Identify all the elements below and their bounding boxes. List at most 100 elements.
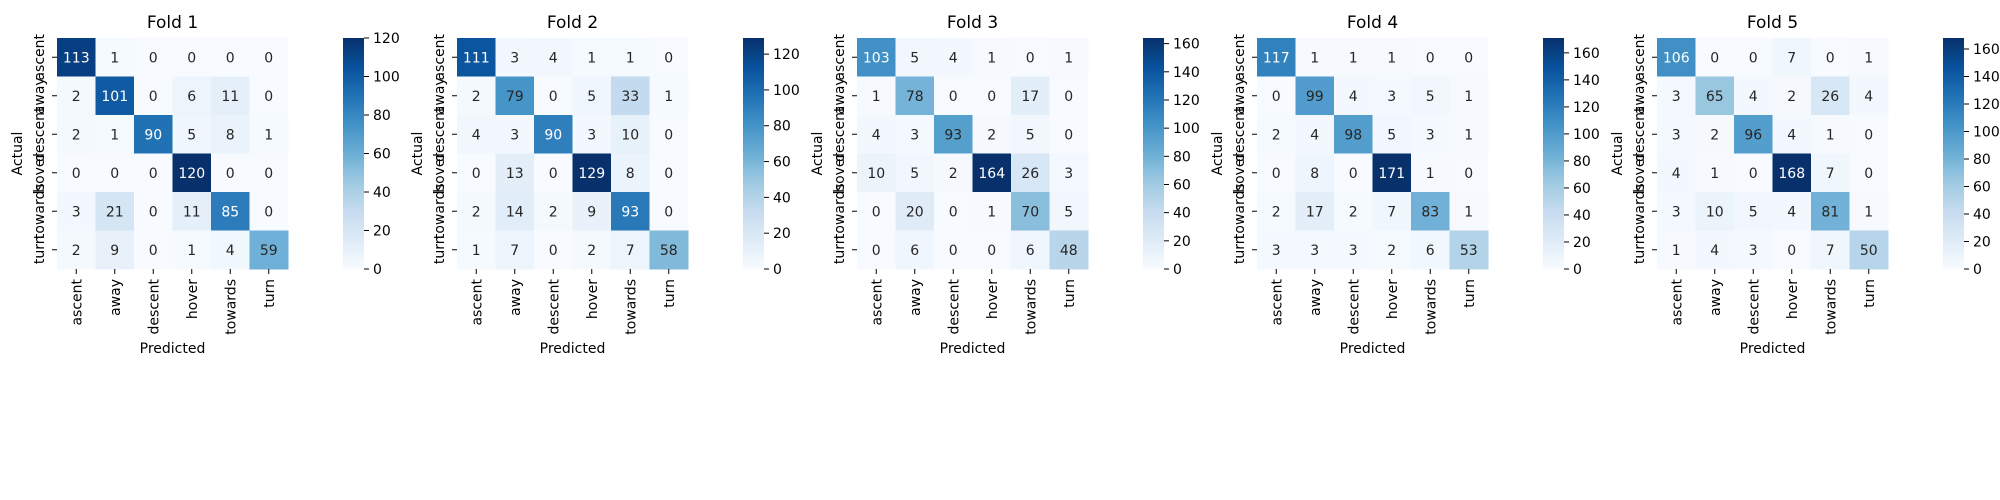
heatmap-cell — [211, 153, 250, 193]
heatmap-cell — [895, 38, 935, 77]
colorbar-tick-label: 20 — [373, 224, 391, 240]
fold-5-ylabel: Actual — [1610, 132, 1626, 176]
heatmap-cell — [457, 192, 496, 231]
fold-1-ylabel: Actual — [10, 132, 26, 176]
fold-5-colorbar — [1943, 38, 1964, 269]
cell-value-label: 1 — [587, 50, 596, 66]
heatmap-cell — [1657, 115, 1696, 154]
fold-2-colorbar — [743, 38, 764, 269]
heatmap-cell — [1411, 38, 1450, 77]
heatmap-cell — [95, 38, 135, 77]
heatmap-cell — [1772, 192, 1812, 231]
cell-value-label: 26 — [1021, 166, 1039, 182]
y-tick-label-hover: hover — [432, 152, 448, 192]
fold-4-colorbar — [1543, 38, 1564, 269]
colorbar-tick-label: 120 — [1573, 100, 1600, 116]
heatmap-cell — [1011, 192, 1050, 231]
heatmap-cell — [1334, 230, 1373, 270]
cell-value-label: 4 — [1349, 89, 1358, 105]
heatmap-cell — [1849, 76, 1889, 116]
heatmap-cell — [972, 153, 1012, 193]
y-tick-label-hover: hover — [1632, 152, 1648, 192]
x-tick-label-hover: hover — [1385, 279, 1401, 319]
cell-value-label: 0 — [149, 89, 158, 105]
heatmap-cell — [1849, 230, 1889, 270]
y-tick-label-away: away — [432, 77, 448, 114]
cell-value-label: 0 — [1864, 127, 1873, 143]
cell-value-label: 6 — [1426, 243, 1435, 259]
heatmap-cell — [249, 153, 289, 193]
cell-value-label: 5 — [1749, 204, 1758, 220]
heatmap-cell — [1811, 76, 1850, 116]
cell-value-label: 0 — [1749, 166, 1758, 182]
y-tick-label-ascent: ascent — [1632, 33, 1648, 80]
cell-value-label: 93 — [621, 204, 639, 220]
x-tick-label-away: away — [1708, 279, 1724, 316]
cell-value-label: 5 — [187, 127, 196, 143]
cell-value-label: 0 — [987, 89, 996, 105]
heatmap-cell — [1449, 76, 1489, 116]
heatmap-cell — [1049, 192, 1089, 231]
x-tick-label-hover: hover — [985, 279, 1001, 319]
heatmap-cell — [1695, 153, 1735, 193]
colorbar-tick-label: 0 — [773, 262, 782, 278]
cell-value-label: 3 — [1426, 127, 1435, 143]
fold-3-ylabel: Actual — [810, 132, 826, 176]
cell-value-label: 1 — [1464, 89, 1473, 105]
x-tick-label-away: away — [908, 279, 924, 316]
cell-value-label: 1 — [1064, 50, 1073, 66]
colorbar-tick-label: 160 — [1973, 42, 2000, 58]
heatmap-cell — [211, 192, 250, 231]
heatmap-cell — [572, 153, 612, 193]
colorbar-tick-label: 0 — [1573, 262, 1582, 278]
heatmap-cell — [1411, 115, 1450, 154]
heatmap-cell — [57, 38, 96, 77]
x-tick-label-hover: hover — [1785, 279, 1801, 319]
cell-value-label: 2 — [949, 166, 958, 182]
y-tick-label-turn: turn — [432, 235, 448, 264]
cell-value-label: 3 — [1064, 166, 1073, 182]
heatmap-cell — [95, 230, 135, 270]
y-tick-label-ascent: ascent — [1232, 33, 1248, 80]
heatmap-cell — [1372, 192, 1412, 231]
cell-value-label: 0 — [1864, 166, 1873, 182]
heatmap-cell — [1049, 38, 1089, 77]
heatmap-cell — [1295, 115, 1335, 154]
heatmap-cell — [534, 230, 573, 270]
cell-value-label: 5 — [910, 50, 919, 66]
cell-value-label: 106 — [1663, 50, 1690, 66]
colorbar-tick-label: 80 — [373, 108, 391, 124]
heatmap-cell — [857, 76, 896, 116]
cell-value-label: 0 — [472, 166, 481, 182]
heatmap-cell — [1734, 76, 1773, 116]
fold-5-xlabel: Predicted — [1740, 341, 1806, 357]
cell-value-label: 3 — [510, 127, 519, 143]
heatmap-cell — [1811, 192, 1850, 231]
heatmap-cell — [1049, 153, 1089, 193]
y-tick-label-descent: descent — [1632, 106, 1648, 162]
cell-value-label: 1 — [110, 127, 119, 143]
heatmap-cell — [495, 115, 535, 154]
heatmap-cell — [211, 38, 250, 77]
y-tick-label-turn: turn — [1232, 235, 1248, 264]
cell-value-label: 0 — [1064, 89, 1073, 105]
cell-value-label: 7 — [1826, 166, 1835, 182]
heatmap-cell — [1657, 76, 1696, 116]
cell-value-label: 13 — [506, 166, 524, 182]
heatmap-cell — [857, 192, 896, 231]
colorbar-tick-label: 80 — [1173, 149, 1191, 165]
colorbar-tick-label: 40 — [1973, 207, 1991, 223]
cell-value-label: 2 — [1787, 89, 1796, 105]
cell-value-label: 1 — [264, 127, 273, 143]
cell-value-label: 4 — [226, 243, 235, 259]
cell-value-label: 4 — [1672, 166, 1681, 182]
heatmap-cell — [172, 153, 212, 193]
cell-value-label: 120 — [178, 166, 205, 182]
colorbar-tick-label: 60 — [1973, 180, 1991, 196]
cell-value-label: 0 — [1026, 50, 1035, 66]
colorbar-tick-label: 60 — [1573, 181, 1591, 197]
heatmap-cell — [1849, 192, 1889, 231]
heatmap-cell — [611, 115, 650, 154]
cell-value-label: 50 — [1860, 243, 1878, 259]
